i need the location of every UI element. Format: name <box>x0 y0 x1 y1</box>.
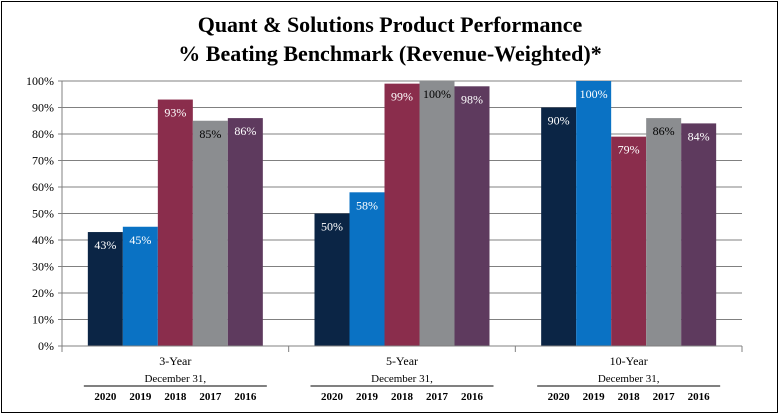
category-sublabel: December 31, <box>144 373 206 385</box>
year-label: 2020 <box>94 391 117 403</box>
data-label-3-year-2020: 43% <box>94 238 116 252</box>
y-tick-label: 0% <box>38 339 54 353</box>
y-tick-label: 80% <box>32 127 54 141</box>
data-label-5-year-2018: 99% <box>391 90 413 104</box>
y-tick-label: 40% <box>32 233 54 247</box>
y-tick-label: 70% <box>32 154 54 168</box>
year-label: 2020 <box>321 391 344 403</box>
category-label: 3-Year <box>159 354 191 368</box>
data-label-10-year-2016: 84% <box>688 129 710 143</box>
year-label: 2017 <box>653 391 676 403</box>
data-label-10-year-2019: 100% <box>580 87 608 101</box>
y-tick-label: 50% <box>32 207 54 221</box>
y-tick-label: 20% <box>32 286 54 300</box>
bar-10-year-2019 <box>576 81 612 346</box>
y-tick-label: 10% <box>32 313 54 327</box>
bar-5-year-2018 <box>384 83 420 347</box>
x-axis: 3-Year December 31, 2020 2019 2018 2017 2016 5-… <box>61 345 743 403</box>
year-label: 2016 <box>234 391 257 403</box>
bar-5-year-2016 <box>454 86 490 347</box>
y-tick-label: 30% <box>32 260 54 274</box>
year-label: 2019 <box>583 391 606 403</box>
bar-10-year-2017 <box>646 118 682 346</box>
bar-3-year-2017 <box>192 120 228 346</box>
chart-subtitle: % Beating Benchmark (Revenue-Weighted)* <box>178 41 601 66</box>
year-label: 2017 <box>199 391 222 403</box>
y-tick-label: 90% <box>32 101 54 115</box>
data-label-10-year-2020: 90% <box>548 114 570 128</box>
category-label: 10-Year <box>610 354 648 368</box>
year-label: 2020 <box>548 391 571 403</box>
data-label-10-year-2017: 86% <box>653 124 675 138</box>
bar-5-year-2020 <box>314 213 350 346</box>
data-labels: 43% 45% 93% 85% 86% 50% 58% 99% 100% 98% 90% 100% 79… <box>94 87 709 252</box>
category-label: 5-Year <box>386 354 418 368</box>
category-sublabel: December 31, <box>371 373 433 385</box>
year-label: 2019 <box>356 391 379 403</box>
bar-10-year-2016 <box>681 123 717 347</box>
y-axis-ticks: 0% 10% 20% 30% 40% 50% 60% 70% 80% 90% 100% <box>26 74 63 353</box>
data-label-3-year-2018: 93% <box>164 106 186 120</box>
bar-10-year-2018 <box>611 136 647 346</box>
category-sublabel: December 31, <box>598 373 660 385</box>
data-label-3-year-2017: 85% <box>199 127 221 141</box>
bar-5-year-2017 <box>419 81 455 346</box>
year-label: 2017 <box>426 391 449 403</box>
year-label: 2018 <box>618 391 641 403</box>
year-label: 2018 <box>164 391 187 403</box>
bar-3-year-2020 <box>87 232 123 346</box>
bar-3-year-2016 <box>227 118 263 346</box>
bar-3-year-2019 <box>122 226 158 346</box>
bars <box>87 81 717 347</box>
year-label: 2018 <box>391 391 414 403</box>
data-label-5-year-2016: 98% <box>461 92 483 106</box>
year-label: 2019 <box>129 391 152 403</box>
data-label-3-year-2019: 45% <box>129 233 151 247</box>
data-label-10-year-2018: 79% <box>618 143 640 157</box>
bar-5-year-2019 <box>349 192 385 346</box>
y-tick-label: 100% <box>26 74 54 88</box>
year-label: 2016 <box>461 391 484 403</box>
data-label-3-year-2016: 86% <box>234 124 256 138</box>
data-label-5-year-2017: 100% <box>423 87 451 101</box>
bar-10-year-2020 <box>541 107 577 346</box>
y-tick-label: 60% <box>32 180 54 194</box>
data-label-5-year-2020: 50% <box>321 220 343 234</box>
year-label: 2016 <box>688 391 711 403</box>
bar-3-year-2018 <box>157 99 193 346</box>
data-label-5-year-2019: 58% <box>356 198 378 212</box>
chart-title: Quant & Solutions Product Performance <box>198 12 583 37</box>
